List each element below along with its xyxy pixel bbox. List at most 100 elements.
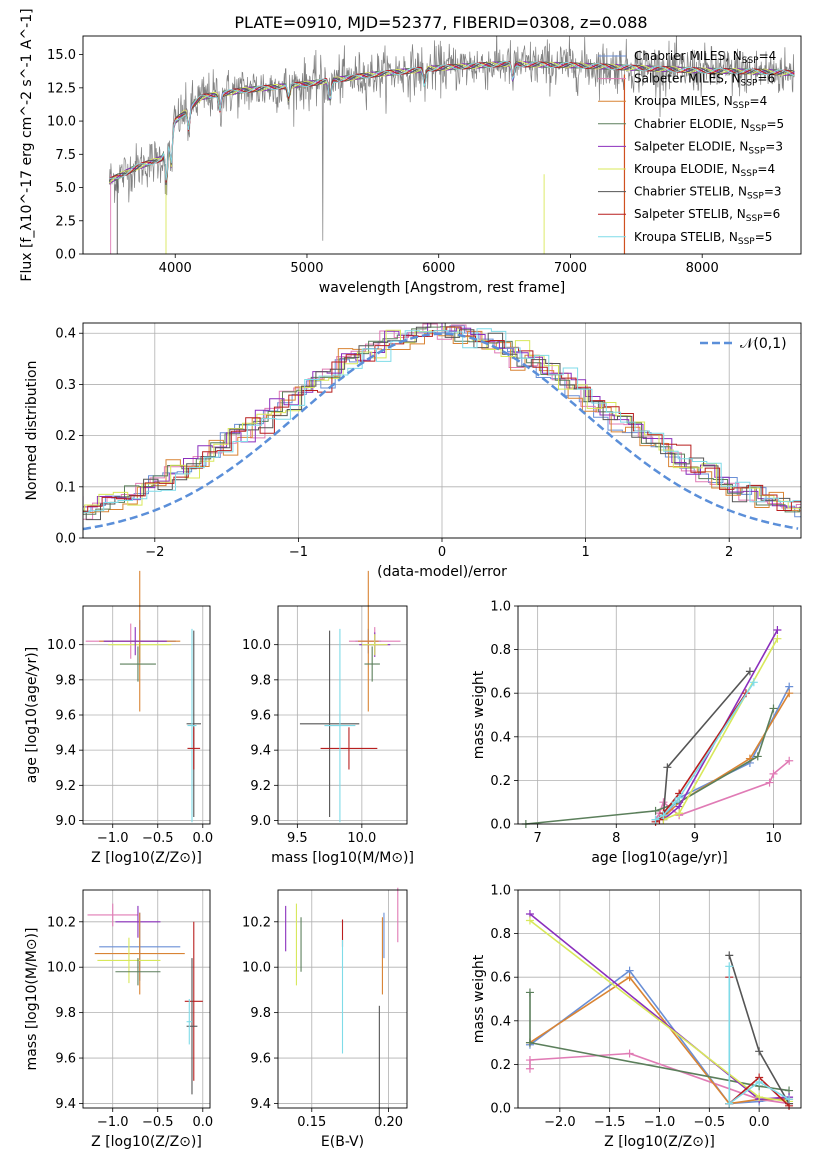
- weight-point-marker: [525, 1064, 534, 1073]
- legend-nssp-eq: =: [750, 94, 760, 108]
- weight-series-line: [529, 992, 790, 1092]
- axes-mass-vs-EBV: 0.15 0.20 9.4 9.6 9.8 10.0 10.2 E(B-V): [242, 887, 408, 1150]
- spectrum-model-line: [109, 61, 795, 183]
- legend-nssp-eq: =: [764, 185, 774, 199]
- y-tick-label: 12.5: [47, 81, 76, 96]
- weight-point-marker: [785, 689, 794, 698]
- legend-nssp-prefix: , N: [725, 49, 742, 63]
- x-tick-label: 7000: [554, 261, 587, 276]
- legend-nssp-sub: SSP: [746, 214, 763, 224]
- y-tick-label: 1.0: [490, 600, 511, 615]
- weight-point-marker: [725, 951, 734, 960]
- weight-point-marker: [765, 778, 774, 787]
- legend-nssp-sub: SSP: [738, 237, 755, 247]
- x-tick-label: 0.20: [374, 1115, 403, 1130]
- axes-frame: [82, 35, 802, 255]
- weight-point-marker: [659, 811, 668, 820]
- legend-entry: Salpeter STELIB, NSSP=6: [634, 207, 780, 224]
- y-tick-label: 10.0: [47, 638, 76, 653]
- legend-entry: 𝒩(0,1): [740, 336, 787, 352]
- weight-series-line: [662, 692, 790, 819]
- x-axis-label: (data-model)/error: [377, 564, 507, 580]
- legend-nssp-eq: =: [757, 72, 767, 86]
- legend-entry: Chabrier STELIB, NSSP=3: [634, 185, 782, 202]
- legend-nssp-sub: SSP: [750, 124, 767, 134]
- figure-title: PLATE=0910, MJD=52377, FIBERID=0308, z=0…: [234, 13, 647, 32]
- x-axis-label: mass [log10(M/M⊙)]: [271, 850, 414, 866]
- weight-point-marker: [755, 1077, 764, 1086]
- y-tick-label: 9.4: [55, 1097, 76, 1112]
- y-tick-label: 9.6: [55, 1052, 76, 1067]
- y-tick-label: 0.2: [55, 429, 76, 444]
- legend-entry: Chabrier MILES, NSSP=4: [634, 49, 776, 66]
- axes-spectrum: 4000 5000 6000 7000 8000 0.0 2.5 5.0 7.5 10.0 12.5…: [19, 8, 802, 296]
- axes-frame: [82, 605, 211, 825]
- x-tick-label: 0: [438, 545, 446, 560]
- y-tick-label: 15.0: [47, 48, 76, 63]
- axes-age-vs-mass: 9.5 10.0 9.0 9.2 9.4 9.6 9.8 10.0 mass [log10(M/…: [242, 570, 414, 866]
- legend-model-name: Salpeter MILES: [634, 72, 724, 86]
- weight-series-line: [654, 760, 790, 821]
- y-tick-label: 9.6: [250, 709, 271, 724]
- weight-point-marker: [773, 625, 782, 634]
- y-tick-label: 10.2: [242, 915, 271, 930]
- weight-point-marker: [785, 1095, 794, 1104]
- x-tick-label: −1.0: [644, 1115, 676, 1130]
- y-tick-label: 10.0: [47, 961, 76, 976]
- weight-point-marker: [525, 1038, 534, 1047]
- y-tick-label: 5.0: [55, 181, 76, 196]
- y-tick-label: 0.0: [490, 818, 511, 833]
- legend-nssp-prefix: , N: [733, 117, 750, 131]
- legend-nssp-sub: SSP: [742, 56, 759, 66]
- legend-nssp-value: 5: [765, 230, 773, 244]
- legend-nssp-eq: =: [763, 207, 773, 221]
- weight-series-line: [655, 692, 747, 823]
- y-tick-label: 9.6: [55, 709, 76, 724]
- weight-point-marker: [675, 809, 684, 818]
- x-tick-label: 0.0: [749, 1115, 770, 1130]
- y-tick-label: 0.0: [490, 1102, 511, 1117]
- y-tick-label: 7.5: [55, 148, 76, 163]
- x-tick-label: 10: [765, 831, 782, 846]
- x-axis-label: E(B-V): [321, 1134, 364, 1150]
- y-tick-label: 2.5: [55, 214, 76, 229]
- legend-nssp-prefix: , N: [716, 94, 733, 108]
- legend-model-name: Kroupa MILES: [634, 94, 716, 108]
- legend-entry: Kroupa STELIB, NSSP=5: [634, 230, 772, 247]
- x-tick-label: 5000: [290, 261, 323, 276]
- y-tick-label: 10.0: [47, 115, 76, 130]
- y-tick-label: 0.4: [490, 1014, 511, 1029]
- histogram-step: [83, 323, 801, 520]
- plots-layer: 4000 5000 6000 7000 80000.02.55.07.510.012.5…: [19, 8, 802, 1150]
- axes-age-vs-Z: −1.0 −0.5 0.0 9.0 9.2 9.4 9.6 9.8 10.0 Z [log10(Z…: [24, 570, 213, 866]
- axes-frame: [82, 322, 802, 539]
- weight-point-marker: [769, 769, 778, 778]
- x-tick-label: 6000: [422, 261, 455, 276]
- weight-point-marker: [769, 704, 778, 713]
- legend-model-name: Kroupa ELODIE: [634, 162, 724, 176]
- spectrum-model-line: [109, 60, 795, 181]
- legend-nssp-sub: SSP: [748, 146, 765, 156]
- legend-nssp-sub: SSP: [741, 169, 758, 179]
- legend-model-name: Chabrier ELODIE: [634, 117, 733, 131]
- y-tick-label: 9.8: [55, 1006, 76, 1021]
- legend-nssp-prefix: , N: [730, 185, 747, 199]
- legend-model-name: Kroupa STELIB: [634, 230, 721, 244]
- x-tick-label: 0.15: [297, 1115, 326, 1130]
- x-tick-label: 0.0: [192, 1115, 213, 1130]
- legend-nssp-prefix: , N: [721, 230, 738, 244]
- weight-point-marker: [625, 1049, 634, 1058]
- x-axis-label: wavelength [Angstrom, rest frame]: [319, 280, 565, 296]
- weight-point-marker: [755, 1093, 764, 1102]
- weight-point-marker: [785, 756, 794, 765]
- y-tick-label: 9.0: [55, 814, 76, 829]
- y-tick-label: 0.6: [490, 687, 511, 702]
- legend-model-name: Salpeter STELIB: [634, 207, 729, 221]
- legend-nssp-prefix: , N: [729, 207, 746, 221]
- y-tick-label: 0.0: [55, 248, 76, 263]
- legend-nssp-value: 4: [769, 49, 777, 63]
- x-tick-label: 4000: [159, 261, 192, 276]
- x-tick-label: 0.0: [192, 831, 213, 846]
- y-tick-label: 9.4: [55, 744, 76, 759]
